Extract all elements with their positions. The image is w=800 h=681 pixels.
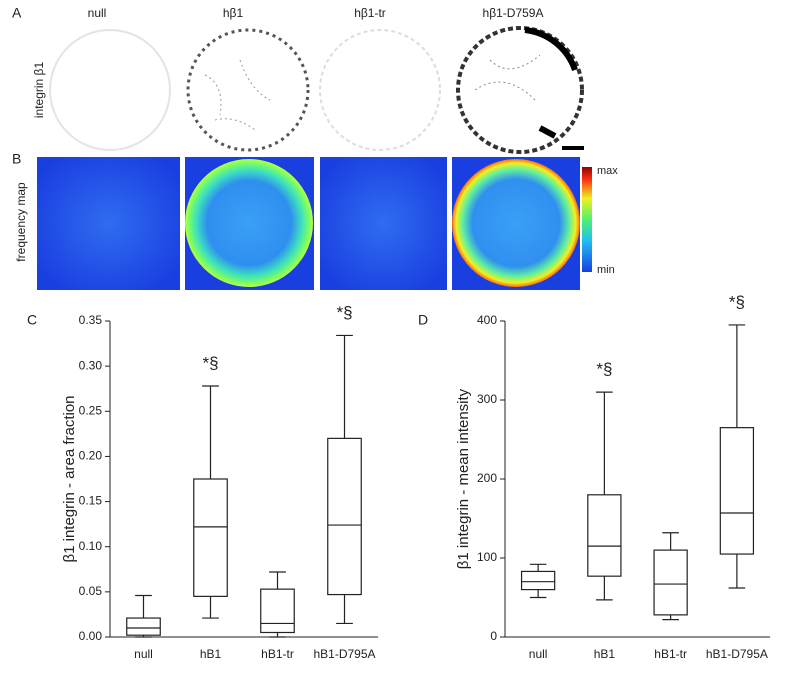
x-tick-label: null: [529, 647, 548, 661]
box: [260, 588, 295, 634]
panel-label: D: [418, 312, 428, 328]
x-tick-label: hB1-D795A: [313, 647, 375, 661]
y-tick-label: 0.15: [79, 494, 103, 508]
significance-annotation: *§: [596, 360, 612, 379]
significance-annotation: *§: [729, 292, 745, 311]
frequency-maps: [37, 157, 592, 290]
box: [587, 494, 622, 577]
y-tick-label: 300: [477, 392, 497, 406]
panel-label: A: [12, 5, 22, 21]
box: [327, 437, 362, 596]
box: [719, 427, 755, 555]
column-label: hβ1: [223, 6, 244, 20]
y-tick-label: 0: [490, 629, 497, 643]
micrographs: [49, 26, 584, 154]
row-label: integrin β1: [32, 62, 46, 119]
x-tick-label: hB1-D795A: [706, 647, 768, 661]
significance-annotation: *§: [336, 303, 352, 322]
y-axis-label: β1 integrin - mean intensity: [455, 388, 472, 569]
y-tick-label: 0.05: [79, 584, 103, 598]
y-tick-label: 0.35: [79, 313, 103, 327]
x-tick-label: hB1-tr: [654, 647, 687, 661]
x-tick-label: hB1: [200, 647, 222, 661]
y-tick-label: 100: [477, 550, 497, 564]
column-label: hβ1-tr: [354, 6, 386, 20]
box: [193, 478, 228, 597]
y-tick-label: 0.10: [79, 539, 103, 553]
column-label: null: [88, 6, 107, 20]
y-tick-label: 400: [477, 313, 497, 327]
panel-label: B: [12, 151, 21, 167]
x-tick-label: hB1: [594, 647, 616, 661]
significance-annotation: *§: [202, 353, 218, 372]
y-tick-label: 0.20: [79, 449, 103, 463]
y-tick-label: 0.00: [79, 629, 103, 643]
box: [520, 570, 556, 591]
row-label: frequency map: [14, 182, 28, 262]
x-tick-label: hB1-tr: [261, 647, 294, 661]
panel-label: C: [27, 312, 37, 328]
box: [126, 617, 161, 636]
x-tick-label: null: [134, 647, 153, 661]
colorbar-min: min: [597, 264, 615, 276]
column-label: hβ1-D759A: [483, 6, 544, 20]
y-tick-label: 0.25: [79, 403, 103, 417]
y-tick-label: 0.30: [79, 358, 103, 372]
colorbar-max: max: [597, 165, 618, 177]
box: [653, 549, 688, 616]
y-tick-label: 200: [477, 471, 497, 485]
y-axis-label: β1 integrin - area fraction: [61, 395, 78, 562]
